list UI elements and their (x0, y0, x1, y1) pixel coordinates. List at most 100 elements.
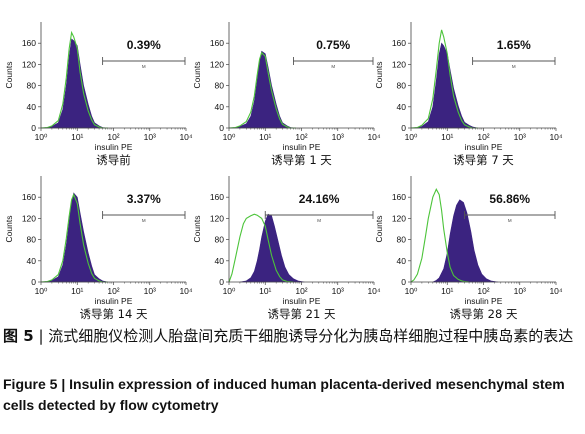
x-tick-label: 10² (477, 132, 489, 142)
sample-histogram (410, 42, 478, 129)
y-tick-label: 40 (215, 256, 225, 266)
x-tick-label: 10⁰ (35, 132, 48, 142)
sample-histogram (432, 199, 498, 283)
panel-caption: 诱导第 14 天 (80, 307, 148, 320)
histogram-panel: 0 40 80 120 160 10⁰ 10¹ 10² 10³ 10⁴ insulin PE Coun… (4, 176, 193, 320)
histogram-panel: 0 40 80 120 160 10⁰ 10¹ 10² 10³ 10⁴ insulin PE Coun… (192, 22, 381, 167)
y-tick-label: 0 (31, 277, 36, 287)
histogram-panel: 0 40 80 120 160 10⁰ 10¹ 10² 10³ 10⁴ insulin PE Coun… (4, 22, 193, 167)
histogram-panel: 0 40 80 120 160 10⁰ 10¹ 10² 10³ 10⁴ insulin PE Coun… (192, 176, 381, 320)
y-tick-label: 120 (210, 213, 224, 223)
y-tick-label: 80 (397, 235, 407, 245)
x-tick-label: 10² (107, 286, 119, 296)
caption-figure-label-zh: 图 5 (3, 327, 34, 345)
y-tick-label: 120 (22, 213, 36, 223)
caption-zh: 图 5 | 流式细胞仪检测人胎盘间充质干细胞诱导分化为胰岛样细胞过程中胰岛素的表… (3, 326, 581, 347)
histogram-panel: 0 40 80 120 160 10⁰ 10¹ 10² 10³ 10⁴ insulin PE Coun… (374, 22, 563, 167)
y-tick-label: 80 (215, 235, 225, 245)
x-tick-label: 10³ (144, 132, 156, 142)
x-tick-label: 10⁴ (179, 286, 192, 296)
x-axis-title: insulin PE (465, 296, 503, 306)
sample-histogram (40, 38, 108, 129)
control-histogram-line (228, 213, 294, 283)
gate-percent-label: 56.86% (489, 192, 530, 206)
y-axis-title: Counts (4, 216, 14, 243)
control-histogram-line (40, 30, 108, 129)
x-tick-label: 10³ (514, 132, 526, 142)
histogram-panel: 0 40 80 120 160 10⁰ 10¹ 10² 10³ 10⁴ insulin PE Coun… (374, 176, 563, 320)
y-tick-label: 80 (215, 81, 225, 91)
gate-marker-label: M (142, 218, 146, 223)
gate-marker-label: M (331, 64, 335, 69)
gate-marker-label: M (512, 64, 516, 69)
y-tick-label: 120 (392, 213, 406, 223)
gate-percent-label: 3.37% (127, 192, 161, 206)
gate-marker-label: M (317, 218, 321, 223)
x-axis-title: insulin PE (95, 142, 133, 152)
y-tick-label: 120 (392, 59, 406, 69)
sample-histogram (239, 213, 305, 283)
y-tick-label: 0 (219, 123, 224, 133)
x-tick-label: 10³ (332, 286, 344, 296)
y-axis-title: Counts (374, 216, 384, 243)
panel-caption: 诱导前 (96, 153, 131, 167)
y-tick-label: 0 (31, 123, 36, 133)
panel-caption: 诱导第 21 天 (268, 307, 336, 320)
x-axis-title: insulin PE (283, 296, 321, 306)
y-tick-label: 160 (392, 38, 406, 48)
x-tick-label: 10⁰ (405, 286, 418, 296)
gate-marker-label: M (508, 218, 512, 223)
x-tick-label: 10¹ (441, 286, 453, 296)
x-tick-label: 10⁴ (549, 132, 562, 142)
gate-percent-label: 0.75% (316, 38, 350, 52)
sample-histogram (228, 50, 296, 129)
caption-separator-en: | (61, 376, 66, 392)
control-histogram-line (228, 51, 296, 129)
caption-text-zh: 流式细胞仪检测人胎盘间充质干细胞诱导分化为胰岛样细胞过程中胰岛素的表达 (48, 327, 574, 345)
flow-cytometry-figure: 0 40 80 120 160 10⁰ 10¹ 10² 10³ 10⁴ insulin PE Coun… (4, 22, 563, 320)
x-tick-label: 10² (107, 132, 119, 142)
y-tick-label: 40 (27, 102, 37, 112)
y-tick-label: 160 (22, 192, 36, 202)
panel-caption: 诱导第 1 天 (271, 153, 332, 167)
x-tick-label: 10³ (144, 286, 156, 296)
control-histogram-line (410, 29, 478, 129)
x-tick-label: 10² (295, 132, 307, 142)
x-axis-title: insulin PE (283, 142, 321, 152)
x-tick-label: 10² (295, 286, 307, 296)
x-tick-label: 10¹ (71, 132, 83, 142)
y-tick-label: 80 (27, 235, 37, 245)
y-tick-label: 0 (219, 277, 224, 287)
x-tick-label: 10³ (514, 286, 526, 296)
caption-figure-label-en: Figure 5 (3, 376, 58, 392)
control-histogram-line (40, 193, 108, 283)
x-tick-label: 10⁴ (367, 286, 380, 296)
panel-caption: 诱导第 7 天 (453, 153, 514, 167)
y-tick-label: 160 (210, 192, 224, 202)
histogram-panels: 0 40 80 120 160 10⁰ 10¹ 10² 10³ 10⁴ insulin PE Coun… (4, 22, 563, 320)
x-tick-label: 10⁴ (367, 132, 380, 142)
y-tick-label: 40 (397, 102, 407, 112)
y-axis-title: Counts (4, 62, 14, 89)
x-tick-label: 10³ (332, 132, 344, 142)
x-tick-label: 10⁴ (179, 132, 192, 142)
sample-histogram (40, 192, 108, 283)
x-tick-label: 10¹ (71, 286, 83, 296)
caption-separator: | (38, 327, 44, 345)
panel-caption: 诱导第 28 天 (450, 307, 518, 320)
y-tick-label: 0 (401, 277, 406, 287)
gate-percent-label: 24.16% (299, 192, 340, 206)
gate-percent-label: 1.65% (497, 38, 531, 52)
y-axis-title: Counts (192, 216, 202, 243)
x-tick-label: 10⁰ (223, 132, 236, 142)
y-tick-label: 120 (210, 59, 224, 69)
x-axis-title: insulin PE (465, 142, 503, 152)
x-tick-label: 10² (477, 286, 489, 296)
x-tick-label: 10¹ (259, 286, 271, 296)
y-tick-label: 80 (397, 81, 407, 91)
y-tick-label: 40 (215, 102, 225, 112)
caption-text-en: Insulin expression of induced human plac… (3, 376, 565, 413)
y-tick-label: 120 (22, 59, 36, 69)
x-tick-label: 10¹ (441, 132, 453, 142)
y-tick-label: 80 (27, 81, 37, 91)
